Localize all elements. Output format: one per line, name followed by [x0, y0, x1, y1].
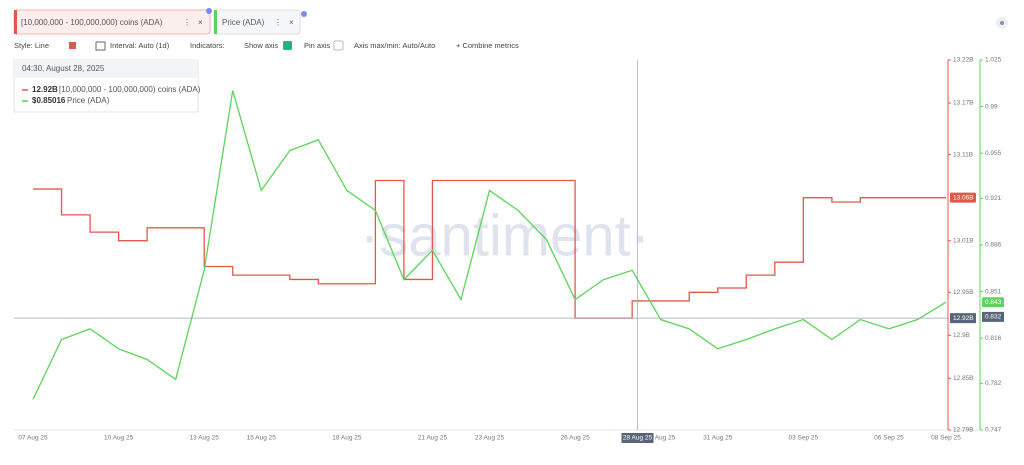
chip-close[interactable]: × — [289, 18, 294, 27]
x-tick-label: 03 Sep 25 — [789, 435, 819, 442]
y-tick-label: 13.17B — [953, 100, 974, 107]
tooltip-name: Price (ADA) — [67, 96, 110, 105]
chip-color — [14, 10, 17, 34]
x-tick-label: 29 Aug 25 — [646, 435, 676, 442]
value-badge — [950, 192, 976, 203]
crosshair-y2-label: 0.832 — [985, 314, 1002, 321]
value-badge — [982, 297, 1004, 308]
plot-area: 13.22B 13.17B 13.11B 13.01B 12.95B 12.9B 12.85… — [14, 57, 1004, 443]
y2-tick-label: 0.886 — [985, 242, 1002, 249]
watermark: ·santiment· — [360, 203, 650, 268]
value-badge-label: 13.06B — [953, 194, 974, 201]
show-axis-checkbox[interactable] — [283, 41, 292, 50]
metric-chip-label: Price (ADA) — [222, 18, 265, 27]
crosshair-y2-badge — [982, 311, 1004, 322]
x-tick-label: 26 Aug 25 — [560, 435, 590, 442]
tooltip-value: $0.85016 — [32, 96, 66, 105]
y2-tick-label: 0.747 — [985, 427, 1002, 434]
y2-tick-label: 0.782 — [985, 380, 1002, 387]
x-tick-label: 31 Aug 25 — [703, 435, 733, 442]
chip-menu[interactable]: ⋮ — [274, 18, 282, 27]
show-axis-label: Show axis — [244, 41, 278, 50]
calendar-icon — [95, 41, 106, 51]
chip-close[interactable]: × — [198, 18, 203, 27]
tooltip-name: [10,000,000 - 100,000,000) coins (ADA) — [59, 85, 201, 94]
chip-dot — [301, 11, 307, 17]
indicators-selector[interactable]: Indicators: — [190, 41, 225, 50]
y2-tick-label: 0.99 — [985, 103, 998, 110]
series-line — [33, 179, 946, 319]
tooltip-header — [14, 60, 198, 78]
y-tick-label: 13.22B — [953, 57, 974, 64]
crosshair-x-label: 28 Aug 25 — [623, 435, 653, 442]
y-tick-label: 13.11B — [953, 151, 973, 158]
style-selector[interactable]: Style: Line — [14, 41, 49, 50]
pin-axis-checkbox[interactable] — [333, 40, 344, 51]
x-tick-label: 08 Sep 25 — [931, 435, 961, 442]
metric-chip-label: [10,000,000 - 100,000,000) coins (ADA) — [21, 18, 163, 27]
y-tick-label: 12.9B — [953, 332, 970, 339]
crosshair-x-badge — [621, 433, 654, 443]
crosshair-y-label: 12.92B — [953, 315, 974, 322]
y-tick-label: 12.95B — [953, 289, 974, 296]
y-tick-label: 13.01B — [953, 237, 974, 244]
x-tick-label: 06 Sep 25 — [874, 435, 904, 442]
crosshair-y-badge — [950, 313, 976, 324]
y-tick-label: 12.79B — [953, 427, 974, 434]
tooltip-time: 04:30, August 28, 2025 — [22, 64, 105, 73]
y2-tick-label: 0.851 — [985, 288, 1002, 295]
chip-dot — [206, 8, 212, 14]
color-picker[interactable] — [69, 42, 76, 49]
x-tick-label: 18 Aug 25 — [332, 435, 362, 442]
x-tick-label: 10 Aug 25 — [104, 435, 134, 442]
x-tick-label: 07 Aug 25 — [18, 435, 48, 442]
chip-color — [214, 10, 217, 34]
x-tick-label: 15 Aug 25 — [247, 435, 277, 442]
interval-selector[interactable]: Interval: Auto (1d) — [110, 41, 170, 50]
axis-minmax[interactable]: Axis max/min: Auto/Auto — [354, 41, 435, 50]
settings-icon — [1000, 21, 1004, 25]
x-tick-label: 23 Aug 25 — [475, 435, 505, 442]
chip-menu[interactable]: ⋮ — [183, 18, 191, 27]
value-badge-label: 0.843 — [985, 299, 1002, 306]
y2-tick-label: 0.816 — [985, 335, 1002, 342]
series-line — [32, 90, 947, 400]
y-tick-label: 12.85B — [953, 375, 974, 382]
tooltip-value: 12.92B — [32, 85, 58, 94]
y2-tick-label: 1.025 — [985, 57, 1002, 64]
y2-tick-label: 0.955 — [985, 150, 1002, 157]
x-tick-label: 21 Aug 25 — [418, 435, 448, 442]
combine-metrics[interactable]: + Combine metrics — [456, 41, 519, 50]
x-tick-label: 13 Aug 25 — [190, 435, 220, 442]
pin-axis-label: Pin axis — [304, 41, 331, 50]
y2-tick-label: 0.921 — [985, 195, 1002, 202]
